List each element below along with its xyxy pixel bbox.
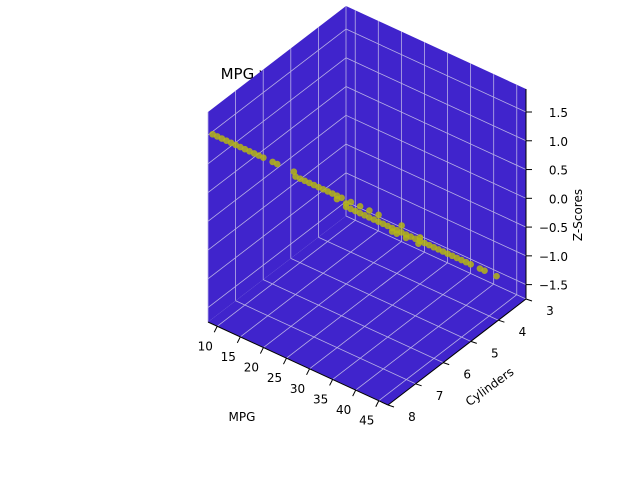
x-tick-label: 45 [359,414,374,428]
data-point [375,211,382,219]
y-tick-mark [415,383,422,387]
y-tick-mark [443,362,450,366]
z-tick-label: −0.5 [539,221,568,235]
x-grid-floor [378,294,518,402]
x-tick-mark [213,326,218,333]
x-tick-label: 15 [221,350,236,364]
x-tick-mark [375,400,380,407]
data-point [493,272,500,280]
y-tick-label: 3 [546,304,554,318]
x-grid-floor [216,219,356,327]
x-tick-label: 30 [290,382,305,396]
z-grid-left [207,114,347,222]
data-point [481,267,488,274]
y-grid-floor [290,258,471,342]
x-axis-line [207,321,389,406]
z-tick-label: −1.0 [539,250,568,264]
x-grid-floor [309,262,448,370]
y-axis-line [387,298,527,406]
axis-lines [207,89,527,406]
z-tick-label: 1.0 [549,135,568,149]
data-points [209,130,500,280]
z-axis-label: Z-Scores [571,189,585,241]
data-point [398,222,405,229]
x-tick-mark [306,368,310,376]
y-grid-floor [235,300,416,385]
data-point [393,230,401,237]
data-point [467,260,475,268]
data-point [333,195,341,203]
x-tick-mark [236,336,241,344]
x-tick-mark [259,347,264,354]
y-tick-label: 7 [436,389,444,403]
x-grid-floor [355,283,494,391]
z-tick-label: 1.5 [549,106,568,120]
data-point [415,240,422,247]
z-grid-back [345,57,527,142]
y-tick-mark [525,298,533,302]
y-tick-label: 6 [463,368,471,382]
x-tick-mark [283,357,287,365]
z-tick-label: −1.5 [539,279,568,293]
z-tick-label: 0.0 [549,192,568,206]
x-grid-floor [286,251,425,359]
z-grid-back [345,172,527,257]
y-tick-label: 4 [519,325,527,339]
z-grid-left [207,143,347,251]
x-tick-mark [329,379,334,386]
y-grid-floor [263,279,444,363]
z-grid-back [345,114,527,199]
y-tick-label: 8 [408,410,416,424]
x-tick-label: 20 [244,361,259,375]
data-point [402,234,410,242]
y-grid-floor [345,215,527,300]
y-grid-floor [318,236,499,321]
x-tick-label: 40 [336,403,351,417]
y-tick-label: 5 [491,346,499,360]
grid-lines [207,6,527,406]
z-grid-back [345,28,527,113]
y-tick-mark [498,319,505,323]
axis-ticks: 1015202530354045345678−1.5−1.0−0.50.00.5… [198,106,568,428]
z-tick-label: 0.5 [549,164,568,178]
y-tick-mark [470,340,477,344]
data-point [273,160,281,168]
x-tick-label: 25 [267,371,282,385]
z-grid-left [207,28,347,136]
x-axis-label: MPG [229,410,256,424]
z-grid-left [207,57,347,165]
x-grid-floor [240,230,379,338]
x-tick-label: 10 [198,339,213,353]
y-tick-mark [387,404,395,408]
x-grid-floor [332,273,471,380]
z-grid-back [345,86,527,170]
x-grid-floor [263,241,402,348]
data-point [366,207,373,214]
x-tick-label: 35 [313,392,328,406]
z-grid-back [345,143,527,228]
data-point [356,203,364,210]
z-grid-left [207,201,347,308]
z-grid-left [207,86,347,193]
data-point [260,154,267,161]
x-tick-mark [352,389,357,397]
